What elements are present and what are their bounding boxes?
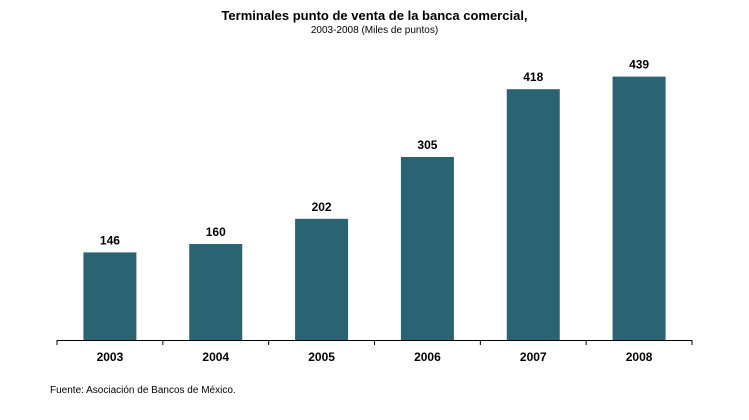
data-label-2007: 418 bbox=[523, 70, 543, 84]
data-label-2004: 160 bbox=[206, 225, 226, 239]
bar-2003 bbox=[83, 252, 137, 340]
x-tick-label-2007: 2007 bbox=[520, 350, 547, 364]
bar-2006 bbox=[400, 157, 454, 340]
data-labels-group: 146 160 202 305 418 439 bbox=[100, 58, 650, 248]
chart-subtitle: 2003-2008 (Miles de puntos) bbox=[310, 25, 439, 36]
source-note: Fuente: Asociación de Bancos de México. bbox=[50, 385, 236, 396]
data-label-2008: 439 bbox=[629, 58, 649, 72]
x-tick-label-2008: 2008 bbox=[626, 350, 653, 364]
x-ticks-group: 2003 2004 2005 2006 2007 2008 bbox=[56, 340, 693, 364]
x-tick-label-2006: 2006 bbox=[414, 350, 441, 364]
bar-2007 bbox=[506, 89, 560, 340]
data-label-2005: 202 bbox=[312, 200, 332, 214]
x-tick-label-2003: 2003 bbox=[97, 350, 124, 364]
x-tick-label-2004: 2004 bbox=[202, 350, 229, 364]
data-label-2006: 305 bbox=[417, 138, 437, 152]
data-label-2003: 146 bbox=[100, 233, 120, 247]
bar-2008 bbox=[612, 76, 666, 340]
bars-group bbox=[83, 76, 666, 340]
bar-2004 bbox=[189, 244, 243, 340]
chart-title: Terminales punto de venta de la banca co… bbox=[221, 8, 528, 23]
bar-2005 bbox=[295, 218, 349, 340]
x-tick-label-2005: 2005 bbox=[308, 350, 335, 364]
